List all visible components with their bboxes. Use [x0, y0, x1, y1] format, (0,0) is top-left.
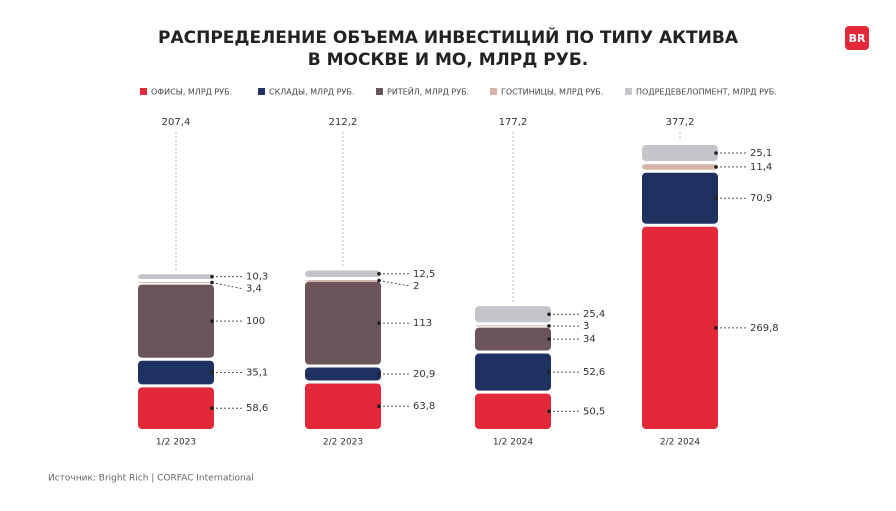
bar-segment — [138, 282, 214, 284]
chart-title: РАСПРЕДЕЛЕНИЕ ОБЪЕМА ИНВЕСТИЦИЙ ПО ТИПУ … — [158, 26, 739, 48]
value-label: 11,4 — [750, 162, 772, 173]
leader-dot — [377, 372, 381, 376]
value-label: 269,8 — [750, 323, 779, 334]
value-label: 25,4 — [583, 309, 605, 320]
bar-segment — [475, 325, 551, 327]
x-tick-label: 2/2 2024 — [660, 438, 701, 448]
bar-segment — [305, 281, 381, 365]
legend-swatch — [490, 88, 497, 95]
total-label: 212,2 — [329, 117, 358, 128]
source: Источник: Bright Rich | CORFAC Internati… — [48, 474, 254, 484]
x-tick-label: 1/2 2023 — [156, 438, 196, 448]
value-label: 25,1 — [750, 148, 772, 159]
leader-dot — [547, 337, 551, 341]
leader-dot — [714, 165, 718, 169]
value-label: 63,8 — [413, 401, 435, 412]
leader-dot — [547, 409, 551, 414]
bar-segment — [642, 164, 718, 170]
legend-label: СКЛАДЫ, МЛРД РУБ. — [269, 88, 354, 97]
bar-segment — [138, 274, 214, 280]
leader-dot — [547, 312, 551, 317]
value-label: 12,5 — [413, 269, 435, 280]
value-label: 113 — [413, 318, 432, 329]
total-label: 207,4 — [162, 117, 191, 128]
value-label: 35,1 — [246, 368, 268, 379]
bar-segment — [475, 327, 551, 351]
legend-label: ОФИСЫ, МЛРД РУБ. — [151, 88, 232, 97]
chart-title: В МОСКВЕ И МО, МЛРД РУБ. — [308, 50, 589, 70]
x-tick-label: 2/2 2023 — [323, 438, 363, 448]
value-label: 10,3 — [246, 272, 268, 283]
legend-swatch — [625, 88, 632, 95]
leader-dot — [377, 278, 381, 283]
value-label: 3,4 — [246, 284, 262, 295]
value-label: 52,6 — [583, 367, 605, 378]
leader-dot — [210, 319, 214, 323]
legend-swatch — [376, 88, 383, 95]
value-label: 3 — [583, 321, 589, 332]
value-label: 34 — [583, 334, 596, 345]
bar-segment — [305, 367, 381, 381]
value-label: 70,9 — [750, 193, 772, 204]
bar-segment — [138, 387, 214, 429]
leader-dot — [714, 151, 718, 155]
legend-label: РИТЕЙЛ, МЛРД РУБ. — [387, 86, 469, 97]
bar-segment — [305, 383, 381, 429]
leader-dot — [547, 324, 551, 328]
leader-dot — [714, 196, 718, 201]
logo-box — [845, 26, 869, 50]
value-label: 58,6 — [246, 403, 268, 414]
bar-segment — [475, 393, 551, 429]
leader-dot — [210, 370, 214, 375]
bar-segment — [475, 306, 551, 323]
x-tick-label: 1/2 2024 — [493, 438, 534, 448]
total-label: 177,2 — [499, 117, 528, 128]
value-label: 20,9 — [413, 369, 435, 380]
bar-segment — [138, 360, 214, 385]
legend-label: ПОДРЕДЕВЕЛОПМЕНТ, МЛРД РУБ. — [636, 88, 777, 97]
leader-dot — [714, 326, 718, 330]
value-label: 2 — [413, 281, 419, 292]
bar-segment — [305, 280, 381, 282]
leader-dot — [210, 274, 214, 279]
bar-segment — [138, 284, 214, 358]
legend-swatch — [258, 88, 265, 95]
leader-dot — [377, 321, 381, 325]
bar-segment — [475, 353, 551, 391]
value-label: 100 — [246, 316, 265, 327]
bar-segment — [642, 172, 718, 224]
legend-label: ГОСТИНИЦЫ, МЛРД РУБ. — [501, 88, 603, 97]
total-label: 377,2 — [666, 117, 695, 128]
bar-segment — [305, 270, 381, 278]
leader-dot — [377, 271, 381, 276]
leader-line — [378, 280, 410, 287]
leader-line — [211, 282, 243, 290]
logo: BR — [849, 32, 866, 45]
leader-dot — [210, 280, 214, 285]
leader-dot — [377, 404, 381, 409]
legend-swatch — [140, 88, 147, 95]
leader-dot — [547, 370, 551, 374]
leader-dot — [210, 406, 214, 411]
bar-segment — [642, 145, 718, 162]
bar-segment — [642, 226, 718, 429]
value-label: 50,5 — [583, 406, 605, 417]
